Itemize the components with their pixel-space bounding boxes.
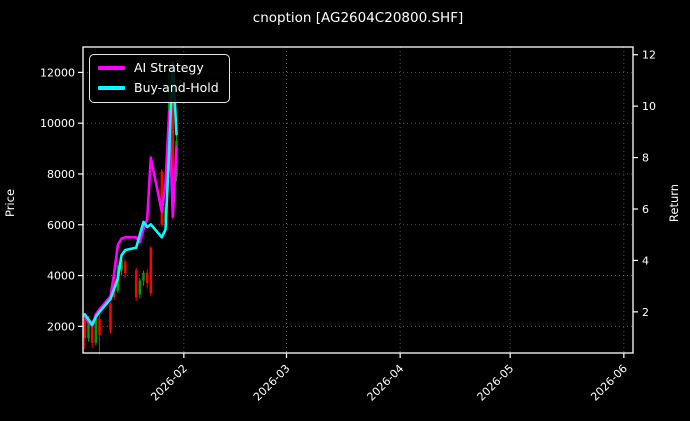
plot-border: [82, 46, 634, 354]
candle-body-down: [149, 247, 153, 294]
x-tick-label: 2026-06: [588, 362, 630, 404]
candle-body-down: [90, 322, 94, 343]
candle-body-down: [134, 270, 138, 298]
candle-body-up: [87, 322, 90, 338]
candle-body-down: [145, 273, 149, 284]
chart-title: cnoption [AG2604C20800.SHF]: [253, 10, 463, 26]
left-axis-label: Price: [3, 189, 17, 217]
legend-label-ai-strategy: AI Strategy: [134, 60, 204, 75]
candle-body-up: [142, 273, 145, 281]
legend-item-ai-strategy: AI Strategy: [98, 60, 219, 76]
ai-strategy-line-swatch: [98, 66, 125, 70]
series-line-buy-and-hold: [83, 61, 178, 327]
left-tick-label: 10000: [40, 117, 75, 130]
x-tick-label: 2026-04: [365, 362, 407, 404]
candle-body-down: [83, 316, 87, 338]
right-tick-label: 4: [642, 254, 649, 267]
candle-body-down: [123, 261, 127, 274]
buy-and-hold-line-swatch: [98, 86, 125, 90]
right-tick-label: 6: [642, 203, 649, 216]
right-tick-label: 8: [642, 152, 649, 165]
candle-body-up: [120, 260, 123, 271]
x-tick-label: 2026-02: [148, 362, 190, 404]
right-tick-label: 12: [642, 49, 656, 62]
candle-body-down: [98, 318, 101, 336]
candle-body-up: [94, 318, 98, 343]
candle-body-down: [109, 303, 112, 331]
legend-label-buy-and-hold: Buy-and-Hold: [134, 80, 219, 95]
candle-body-down: [160, 171, 164, 225]
left-tick-label: 12000: [40, 66, 75, 79]
left-tick-label: 4000: [47, 270, 75, 283]
x-tick-label: 2026-03: [251, 362, 293, 404]
legend: AI Strategy Buy-and-Hold: [89, 54, 230, 103]
left-tick-label: 6000: [47, 219, 75, 232]
right-tick-label: 10: [642, 100, 656, 113]
candle-body-down: [171, 72, 175, 197]
left-tick-label: 2000: [47, 320, 75, 333]
x-tick-label: 2026-05: [475, 362, 517, 404]
legend-item-buy-and-hold: Buy-and-Hold: [98, 80, 219, 96]
left-tick-label: 8000: [47, 168, 75, 181]
right-axis-label: Return: [667, 184, 681, 222]
right-tick-label: 2: [642, 306, 649, 319]
candle-body-up: [138, 280, 142, 295]
series-line-ai-strategy: [83, 110, 178, 328]
